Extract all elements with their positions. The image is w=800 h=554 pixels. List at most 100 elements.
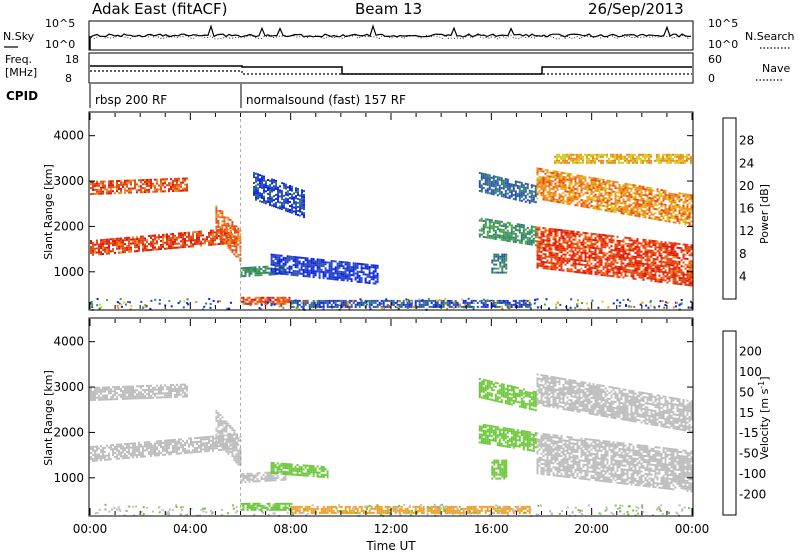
echo-cell xyxy=(348,263,351,266)
echo-cell xyxy=(488,192,491,195)
echo-cell xyxy=(598,190,601,193)
echo-cell xyxy=(257,179,259,182)
echo-cell xyxy=(644,255,647,257)
echo-cell xyxy=(92,245,94,248)
echo-cell xyxy=(642,274,645,277)
echo-cell xyxy=(554,178,557,181)
echo-cell xyxy=(223,224,226,227)
echo-cell xyxy=(168,182,170,185)
echo-cell xyxy=(594,181,597,184)
echo-cell xyxy=(550,195,553,198)
echo-cell xyxy=(600,247,603,250)
echo-cell xyxy=(256,272,259,275)
echo-cell xyxy=(620,208,623,211)
echo-cell xyxy=(372,276,375,279)
echo-cell xyxy=(608,194,611,196)
echo-cell xyxy=(624,252,627,255)
echo-cell xyxy=(294,301,297,304)
echo-cell xyxy=(256,274,259,277)
echo-cell xyxy=(690,194,693,197)
echo-cell xyxy=(102,247,104,249)
echo-cell xyxy=(503,300,506,303)
echo-cell xyxy=(348,299,351,302)
echo-cell xyxy=(678,206,681,209)
echo-cell xyxy=(650,187,653,190)
echo-cell xyxy=(434,301,437,304)
echo-cell xyxy=(540,182,543,185)
echo-cell xyxy=(690,206,693,209)
echo-cell xyxy=(562,192,565,194)
echo-cell xyxy=(286,261,289,264)
echo-cell xyxy=(284,296,287,299)
echo-cell xyxy=(680,265,683,268)
echo-cell xyxy=(606,260,609,263)
echo-cell xyxy=(612,275,615,278)
echo-cell xyxy=(616,155,618,158)
echo-cell xyxy=(562,253,565,256)
echo-cell xyxy=(312,276,315,279)
echo-cell xyxy=(285,185,287,188)
echo-cell xyxy=(678,271,681,273)
echo-cell xyxy=(564,249,567,252)
echo-cell xyxy=(322,301,325,304)
echo-cell xyxy=(356,262,359,265)
echo-cell xyxy=(255,176,257,179)
echo-cell xyxy=(264,271,267,274)
echo-cell xyxy=(512,232,515,235)
echo-cell xyxy=(100,241,102,244)
echo-cell xyxy=(472,308,475,310)
echo-cell xyxy=(624,157,626,160)
echo-cell xyxy=(496,226,499,229)
echo-cell xyxy=(246,270,249,273)
echo-cell xyxy=(536,254,539,257)
echo-cell xyxy=(332,268,335,271)
echo-cell xyxy=(359,298,362,301)
echo-cell xyxy=(686,265,689,268)
echo-cell xyxy=(600,192,603,195)
echo-cell xyxy=(574,232,577,235)
echo-cell xyxy=(484,181,487,184)
echo-cell xyxy=(598,206,601,209)
echo-cell xyxy=(584,234,587,236)
echo-cell xyxy=(150,248,152,251)
echo-cell xyxy=(348,269,351,272)
echo-cell xyxy=(261,192,263,195)
echo-cell xyxy=(684,155,686,158)
echo-band-10 xyxy=(491,253,508,274)
echo-cell xyxy=(522,190,525,193)
echo-cell xyxy=(370,276,373,279)
echo-cell xyxy=(610,269,613,272)
echo-cell xyxy=(628,199,631,202)
echo-cell xyxy=(490,182,493,185)
echo-cell xyxy=(382,299,385,302)
echo-cell xyxy=(266,267,269,270)
echo-cell xyxy=(656,194,659,197)
echo-cell xyxy=(586,246,589,249)
echo-cell xyxy=(124,243,126,246)
echo-cell xyxy=(496,299,499,302)
echo-cell xyxy=(498,305,501,308)
echo-cell xyxy=(299,194,301,197)
echo-cell xyxy=(592,233,595,235)
echo-cell xyxy=(448,301,451,304)
echo-cell xyxy=(654,200,657,203)
echo-cell xyxy=(334,270,337,273)
echo-cell xyxy=(664,275,667,278)
echo-cell xyxy=(686,155,688,158)
echo-cell xyxy=(114,192,116,195)
echo-cell xyxy=(500,181,503,184)
echo-cell xyxy=(239,237,242,240)
echo-cell xyxy=(624,190,627,193)
echo-cell xyxy=(624,256,627,259)
echo-cell xyxy=(322,263,325,266)
echo-cell xyxy=(556,174,559,177)
echo-cell xyxy=(560,179,563,182)
echo-cell xyxy=(277,186,279,189)
echo-cell xyxy=(160,248,162,250)
echo-cell xyxy=(678,210,681,213)
echo-cell xyxy=(664,209,667,212)
echo-cell xyxy=(588,250,591,253)
echo-cell xyxy=(299,200,301,203)
echo-cell xyxy=(265,180,267,183)
echo-cell xyxy=(638,246,641,249)
